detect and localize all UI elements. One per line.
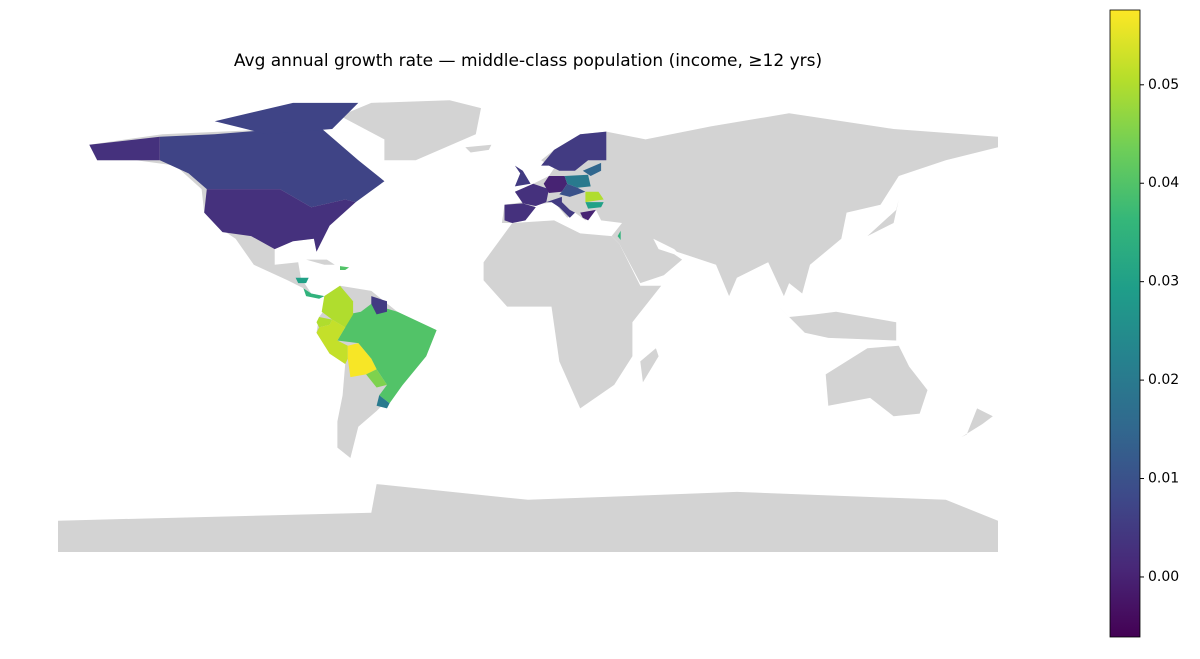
region <box>546 196 575 218</box>
region <box>295 277 309 284</box>
chart-title: Avg annual growth rate — middle-class po… <box>234 51 822 71</box>
land-mass <box>825 345 928 417</box>
colorbar-tick-label: 0.03 <box>1148 274 1179 290</box>
colorbar: 0.00 0.01 0.02 0.03 0.04 0.05 <box>1109 9 1179 638</box>
region <box>303 288 325 299</box>
region <box>340 266 350 270</box>
regions <box>89 102 621 409</box>
region <box>564 174 591 188</box>
region <box>504 203 536 223</box>
region <box>617 230 621 240</box>
colorbar-tick-label: 0.01 <box>1148 471 1179 487</box>
land-mass <box>961 408 993 438</box>
region <box>585 202 604 209</box>
region <box>321 285 354 328</box>
land-mass <box>483 220 662 409</box>
region <box>580 209 596 221</box>
land-mass <box>501 113 998 297</box>
region <box>582 162 602 176</box>
land-mass <box>465 144 492 153</box>
region <box>514 183 549 206</box>
colorbar-tick-label: 0.05 <box>1148 77 1179 93</box>
region <box>376 395 390 409</box>
region <box>337 303 437 404</box>
region <box>543 176 568 193</box>
region <box>514 165 531 187</box>
region <box>204 189 356 252</box>
colorbar-tick-label: 0.02 <box>1148 372 1179 388</box>
land-mass <box>340 100 481 161</box>
land-mass <box>867 199 899 237</box>
land-mass <box>640 348 659 383</box>
region <box>541 131 607 171</box>
land-mass <box>776 303 897 341</box>
colorbar-fill <box>1109 9 1141 638</box>
region <box>371 296 387 315</box>
land-mass <box>58 484 998 552</box>
region <box>559 183 586 197</box>
region <box>316 319 348 364</box>
land-mass <box>306 259 335 265</box>
region <box>159 126 385 208</box>
colorbar-tick-label: 0.00 <box>1148 569 1179 585</box>
region <box>316 317 333 328</box>
region <box>585 191 604 203</box>
region <box>214 102 359 135</box>
region <box>89 136 160 161</box>
region <box>366 369 387 388</box>
region <box>347 343 377 378</box>
colorbar-tick-label: 0.04 <box>1148 175 1179 191</box>
